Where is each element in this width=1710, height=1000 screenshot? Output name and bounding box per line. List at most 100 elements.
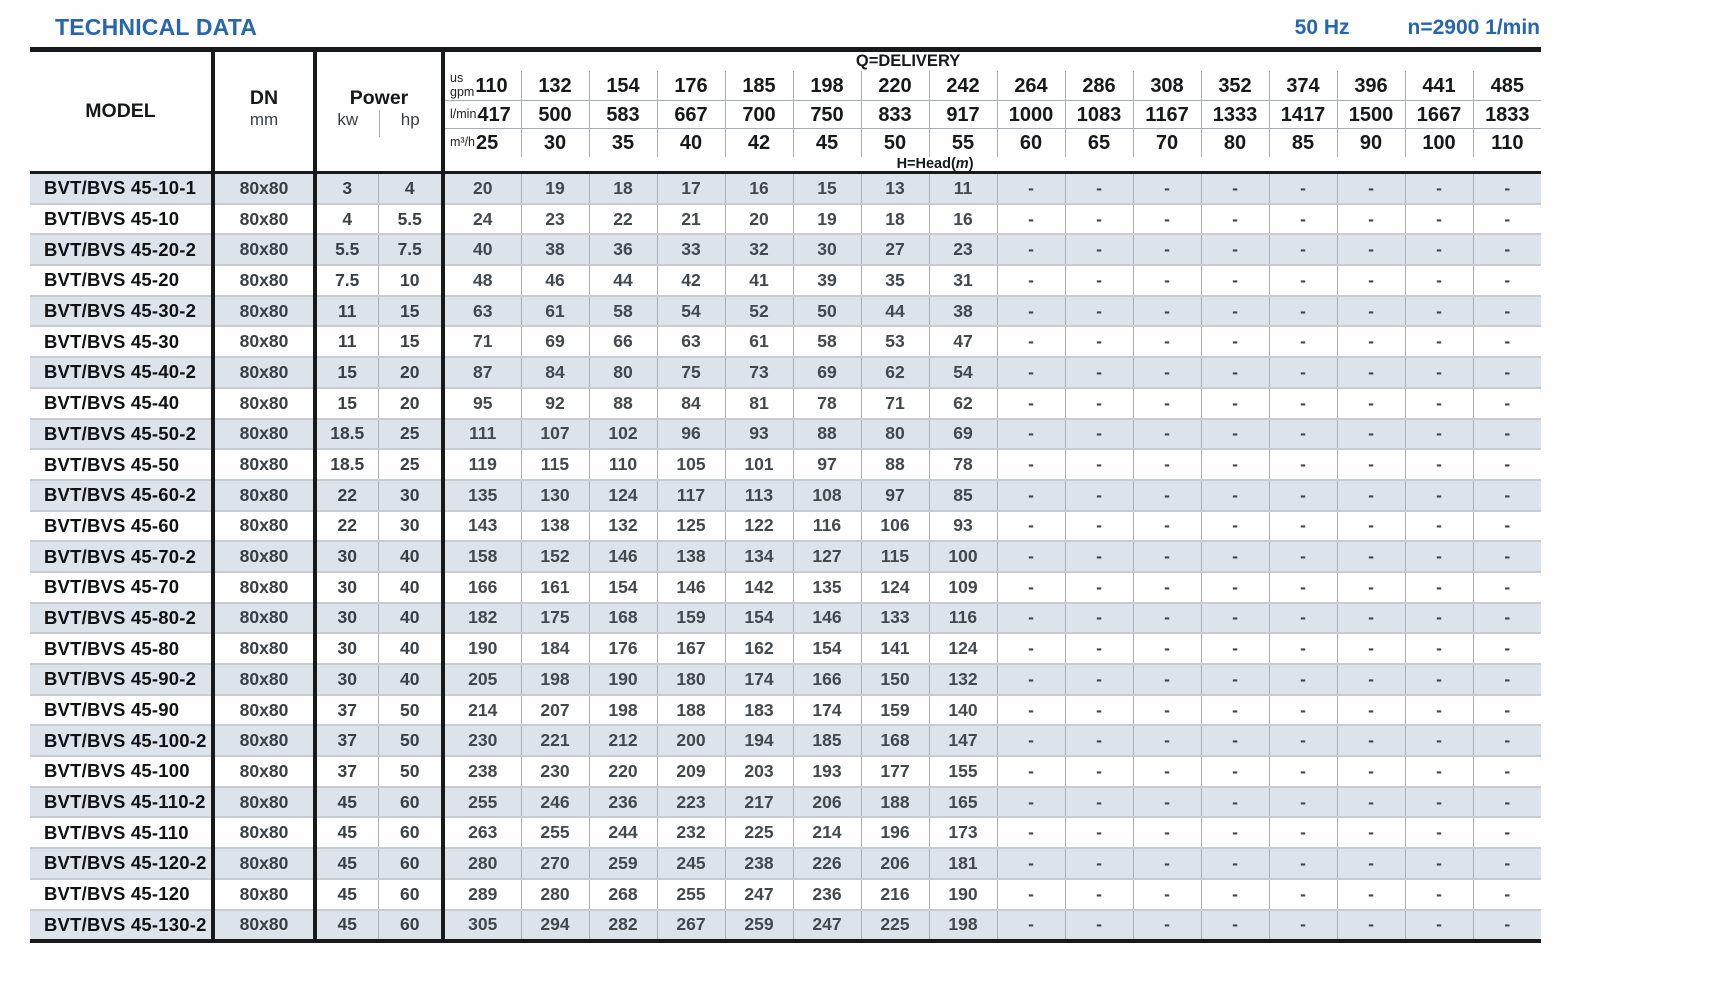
head-value-cell: 31 (928, 264, 997, 296)
head-value-cell: 54 (656, 294, 725, 327)
head-value-cell: 111 (441, 417, 521, 450)
head-value-cell: 159 (656, 601, 725, 634)
head-value-cell: 33 (656, 233, 725, 266)
head-value-cell: 116 (928, 601, 997, 634)
empty-head-cell: - (996, 478, 1065, 511)
empty-head-cell: - (1132, 847, 1201, 879)
kw-cell: 4 (315, 202, 378, 235)
empty-head-cell: - (1336, 233, 1405, 266)
delivery-us-gpm-value: 374 (1268, 71, 1337, 101)
head-value-cell: 27 (860, 233, 929, 266)
head-value-cell: 245 (656, 847, 725, 879)
dn-cell: 80x80 (213, 601, 317, 634)
empty-head-cell: - (1132, 785, 1201, 818)
delivery-l-min-value: 500 (520, 100, 589, 129)
delivery-m3-h-value: 50 (860, 128, 929, 157)
delivery-us-gpm-value: 396 (1336, 71, 1405, 101)
empty-head-cell: - (996, 356, 1065, 388)
head-value-cell: 268 (588, 877, 657, 910)
head-value-cell: 41 (724, 264, 793, 296)
head-value-cell: 71 (860, 386, 929, 419)
head-value-cell: 267 (656, 908, 725, 942)
head-value-cell: 50 (792, 294, 861, 327)
head-value-cell: 122 (724, 509, 793, 542)
dn-cell: 80x80 (213, 325, 317, 358)
empty-head-cell: - (1404, 570, 1473, 603)
head-value-cell: 168 (860, 724, 929, 757)
head-value-cell: 39 (792, 264, 861, 296)
head-value-cell: 198 (520, 663, 589, 695)
empty-head-cell: - (1336, 448, 1405, 480)
table-row: BVT/BVS 45-100-2 80x80 37 50 230 221 212 200 194… (30, 724, 1542, 757)
empty-head-cell: - (1064, 294, 1133, 327)
kw-cell: 18.5 (315, 448, 378, 480)
head-value-cell: 47 (928, 325, 997, 358)
empty-head-cell: - (1268, 233, 1337, 266)
model-cell: BVT/BVS 45-50-2 (30, 417, 215, 450)
dn-cell: 80x80 (213, 172, 317, 204)
head-value-cell: 200 (656, 724, 725, 757)
head-value-cell: 209 (656, 755, 725, 787)
empty-head-cell: - (1064, 509, 1133, 542)
empty-head-cell: - (1064, 570, 1133, 603)
hp-cell: 30 (377, 478, 443, 511)
dn-cell: 80x80 (213, 785, 317, 818)
empty-head-cell: - (1064, 356, 1133, 388)
delivery-us-gpm-value: 198 (792, 71, 861, 101)
empty-head-cell: - (1268, 847, 1337, 879)
hp-cell: 4 (377, 172, 443, 204)
table-row: BVT/BVS 45-20 80x80 7.5 10 48 46 44 42 41 39 35 31-… (30, 264, 1542, 296)
head-value-cell: 15 (792, 172, 861, 204)
head-value-cell: 247 (724, 877, 793, 910)
empty-head-cell: - (996, 509, 1065, 542)
delivery-l-min-value: 1000 (996, 100, 1065, 129)
model-cell: BVT/BVS 45-90-2 (30, 663, 215, 695)
head-value-cell: 185 (792, 724, 861, 757)
table-row: BVT/BVS 45-130-2 80x80 45 60 305 294 282 267 259… (30, 908, 1542, 942)
dn-header-label: DN (249, 86, 279, 109)
model-cell: BVT/BVS 45-20-2 (30, 233, 215, 266)
hp-unit-label: hp (378, 109, 442, 137)
empty-head-cell: - (996, 417, 1065, 450)
head-value-cell: 166 (441, 570, 521, 603)
delivery-m3-h-value: 65 (1064, 128, 1133, 157)
delivery-l-min-value: 1333 (1200, 100, 1269, 129)
empty-head-cell: - (1268, 908, 1337, 942)
empty-head-cell: - (1472, 816, 1542, 849)
head-value-cell: 230 (520, 755, 589, 787)
delivery-l-min-value: 1500 (1336, 100, 1405, 129)
head-value-cell: 80 (860, 417, 929, 450)
head-value-cell: 214 (792, 816, 861, 849)
kw-cell: 30 (315, 663, 378, 695)
head-value-cell: 259 (724, 908, 793, 942)
model-cell: BVT/BVS 45-60-2 (30, 478, 215, 511)
empty-head-cell: - (1268, 264, 1337, 296)
empty-head-cell: - (1336, 785, 1405, 818)
kw-cell: 30 (315, 632, 378, 664)
delivery-us-gpm-value: 485 (1472, 71, 1542, 101)
head-value-cell: 88 (860, 448, 929, 480)
empty-head-cell: - (996, 172, 1065, 204)
head-value-cell: 220 (588, 755, 657, 787)
empty-head-cell: - (1268, 785, 1337, 818)
empty-head-cell: - (1472, 233, 1542, 266)
head-value-cell: 214 (441, 693, 521, 726)
dn-cell: 80x80 (213, 847, 317, 879)
empty-head-cell: - (1472, 325, 1542, 358)
empty-head-cell: - (1404, 509, 1473, 542)
head-value-cell: 132 (928, 663, 997, 695)
table-row: BVT/BVS 45-80 80x80 30 40 190 184 176 167 162 154… (30, 632, 1542, 664)
empty-head-cell: - (1064, 417, 1133, 450)
head-value-cell: 143 (441, 509, 521, 542)
empty-head-cell: - (1132, 570, 1201, 603)
head-value-cell: 11 (928, 172, 997, 204)
empty-head-cell: - (1132, 172, 1201, 204)
empty-head-cell: - (1132, 755, 1201, 787)
hp-cell: 25 (377, 417, 443, 450)
empty-head-cell: - (1336, 264, 1405, 296)
model-cell: BVT/BVS 45-20 (30, 264, 215, 296)
head-value-cell: 217 (724, 785, 793, 818)
head-value-cell: 88 (792, 417, 861, 450)
empty-head-cell: - (1200, 663, 1269, 695)
head-value-cell: 154 (792, 632, 861, 664)
